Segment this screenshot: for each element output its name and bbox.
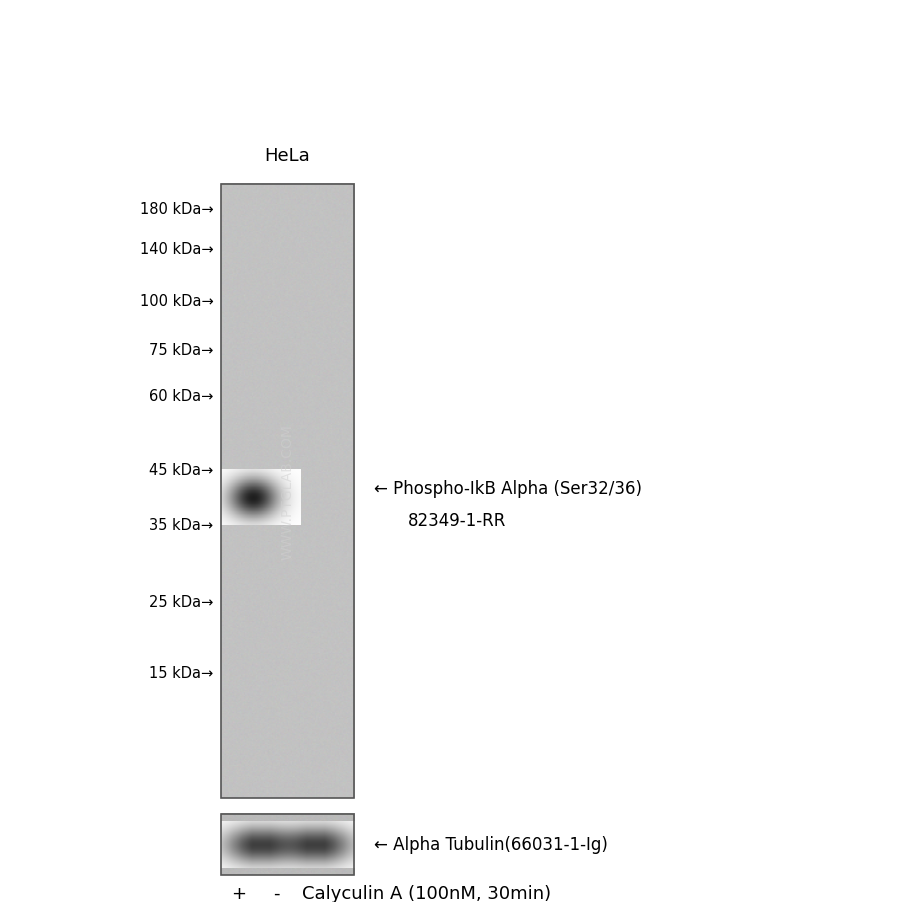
Text: 180 kDa→: 180 kDa→ [140, 202, 213, 217]
Text: WWW.PTGLAB.COM: WWW.PTGLAB.COM [280, 424, 294, 559]
Bar [220, 185, 354, 798]
Text: 60 kDa→: 60 kDa→ [148, 389, 213, 404]
Text: -: - [273, 884, 280, 902]
Text: 75 kDa→: 75 kDa→ [148, 343, 213, 358]
Text: ← Phospho-IkB Alpha (Ser32/36): ← Phospho-IkB Alpha (Ser32/36) [374, 480, 642, 498]
Text: 25 kDa→: 25 kDa→ [148, 594, 213, 610]
Text: Calyculin A (100nM, 30min): Calyculin A (100nM, 30min) [302, 884, 551, 902]
Text: 140 kDa→: 140 kDa→ [140, 242, 213, 257]
Text: 82349-1-RR: 82349-1-RR [408, 511, 506, 529]
Text: 35 kDa→: 35 kDa→ [149, 518, 213, 533]
Text: 45 kDa→: 45 kDa→ [149, 463, 213, 478]
Text: 100 kDa→: 100 kDa→ [140, 294, 213, 309]
Text: 15 kDa→: 15 kDa→ [149, 665, 213, 680]
Text: HeLa: HeLa [265, 147, 310, 165]
Bar [220, 814, 354, 875]
Text: ← Alpha Tubulin(66031-1-Ig): ← Alpha Tubulin(66031-1-Ig) [374, 835, 608, 853]
Text: +: + [231, 884, 246, 902]
